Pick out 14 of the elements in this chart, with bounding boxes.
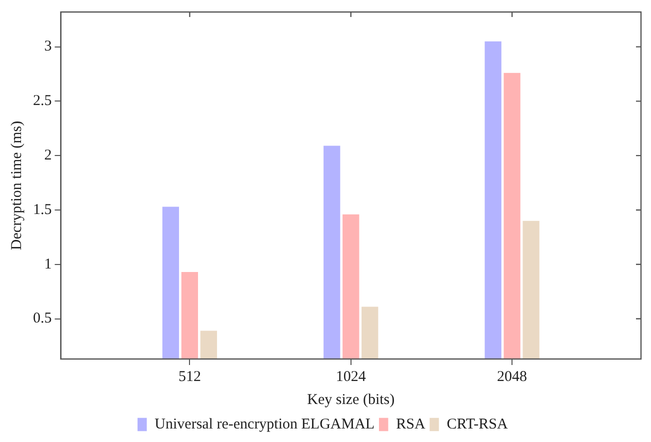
y-axis-title: Decryption time (ms) xyxy=(8,120,25,250)
y-tick-label: 2 xyxy=(44,148,52,164)
y-tick-label: 1.5 xyxy=(33,202,52,218)
legend-label: RSA xyxy=(396,416,426,432)
y-tick-label: 0.5 xyxy=(33,310,52,327)
x-tick-label: 2048 xyxy=(497,368,528,385)
y-tick-label: 1 xyxy=(44,256,52,272)
x-tick-label: 1024 xyxy=(336,368,366,385)
legend-label: CRT-RSA xyxy=(446,416,508,432)
y-tick-label: 3 xyxy=(44,38,52,55)
x-axis-title: Key size (bits) xyxy=(307,392,395,408)
legend-label: Universal re-encryption ELGAMAL xyxy=(154,416,375,432)
y-tick-label: 2.5 xyxy=(33,93,52,110)
x-tick-label: 512 xyxy=(178,368,201,385)
